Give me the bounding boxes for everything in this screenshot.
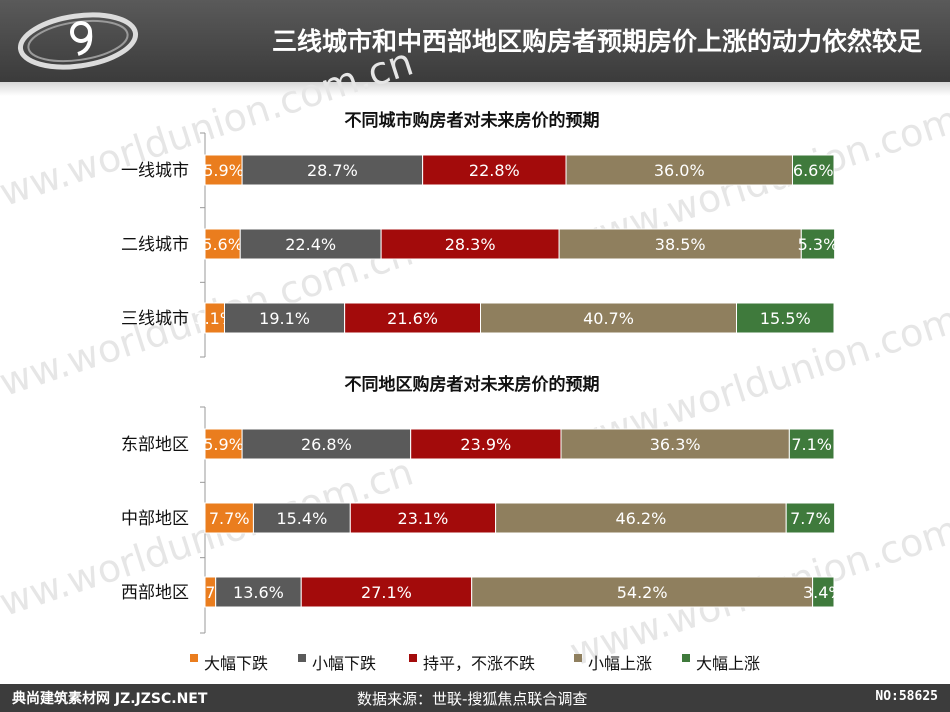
legend-swatch [298, 654, 306, 662]
category-label: 二线城市 [121, 235, 189, 255]
data-label: 23.1% [398, 509, 449, 528]
legend-label: 小幅下跌 [312, 654, 376, 673]
bar-segment [239, 228, 382, 260]
chart-title: 不同地区购房者对未来房价的预期 [345, 374, 600, 395]
footer-source-text: 数据来源：世联-搜狐焦点联合调查 [357, 690, 588, 708]
data-label: 28.7% [307, 161, 358, 180]
bar-segment [349, 502, 497, 534]
data-label: 36.0% [654, 161, 705, 180]
bar-segment [495, 502, 787, 534]
data-label: 5.3% [798, 235, 839, 254]
data-label: 40.7% [583, 309, 634, 328]
category-label: 东部地区 [121, 435, 189, 455]
bar-segment [471, 576, 814, 608]
data-label: 13.6% [233, 583, 284, 602]
legend-label: 大幅上涨 [696, 654, 760, 673]
legend-label: 持平，不涨不跌 [423, 654, 535, 673]
bar-segment [800, 228, 836, 260]
data-label: 28.3% [445, 235, 496, 254]
data-label: 54.2% [617, 583, 668, 602]
data-label: 38.5% [655, 235, 706, 254]
data-label: 15.4% [276, 509, 327, 528]
category-label: 一线城市 [121, 161, 189, 181]
data-label: 15.5% [760, 309, 811, 328]
footer-site-text: 典尚建筑素材网 JZ.JZSC.NET [12, 691, 208, 707]
data-label: 6.6% [793, 161, 834, 180]
bar-segment [422, 154, 567, 186]
data-label: 3.4% [803, 583, 844, 602]
data-label: 5.9% [203, 161, 244, 180]
bar-segment [204, 428, 243, 460]
legend-swatch [409, 654, 417, 662]
page-title: 三线城市和中西部地区购房者预期房价上涨的动力依然较足 [271, 27, 922, 56]
legend-label: 大幅下跌 [204, 654, 268, 673]
category-label: 西部地区 [121, 583, 189, 603]
legend-swatch [682, 654, 690, 662]
header-shadow [0, 82, 950, 96]
bar-segment [204, 502, 254, 534]
bar-segment [223, 302, 346, 334]
bar-segment [480, 302, 738, 334]
data-label: 7.7% [790, 509, 831, 528]
bar-segment [344, 302, 482, 334]
bar-segment [788, 428, 835, 460]
bar-segment [565, 154, 793, 186]
data-label: 26.8% [301, 435, 352, 454]
data-label: 5.9% [203, 435, 244, 454]
bar-segment [812, 576, 835, 608]
data-label: 22.4% [285, 235, 336, 254]
data-label: 46.2% [615, 509, 666, 528]
legend-label: 小幅上涨 [588, 654, 652, 673]
data-label: 19.1% [259, 309, 310, 328]
bar-segment [241, 428, 412, 460]
category-label: 中部地区 [121, 509, 189, 529]
footer-number-text: NO:58625 [875, 689, 938, 704]
bar-segment [410, 428, 562, 460]
data-label: 7.1% [791, 435, 832, 454]
bar-segment [300, 576, 473, 608]
bar-segment [791, 154, 835, 186]
data-label: 23.9% [460, 435, 511, 454]
category-label: 三线城市 [121, 309, 189, 329]
data-label: 21.6% [387, 309, 438, 328]
data-label: 7.7% [209, 509, 250, 528]
bar-segment [736, 302, 835, 334]
bar-segment [252, 502, 351, 534]
data-label: 27.1% [361, 583, 412, 602]
bar-segment [215, 576, 302, 608]
bar-segment [204, 154, 243, 186]
data-label: 36.3% [650, 435, 701, 454]
data-label: 22.8% [469, 161, 520, 180]
legend-swatch [574, 654, 582, 662]
legend-swatch [190, 654, 198, 662]
header-bar: 三线城市和中西部地区购房者预期房价上涨的动力依然较足 [0, 0, 950, 82]
bar-segment [558, 228, 802, 260]
bar-segment [241, 154, 424, 186]
footer-bar: 典尚建筑素材网 JZ.JZSC.NET 数据来源：世联-搜狐焦点联合调查 NO:… [0, 684, 950, 712]
bar-segment [785, 502, 836, 534]
data-label: 5.6% [202, 235, 243, 254]
bar-segment [380, 228, 560, 260]
logo-icon [17, 12, 139, 70]
chart-title: 不同城市购房者对未来房价的预期 [345, 110, 600, 131]
